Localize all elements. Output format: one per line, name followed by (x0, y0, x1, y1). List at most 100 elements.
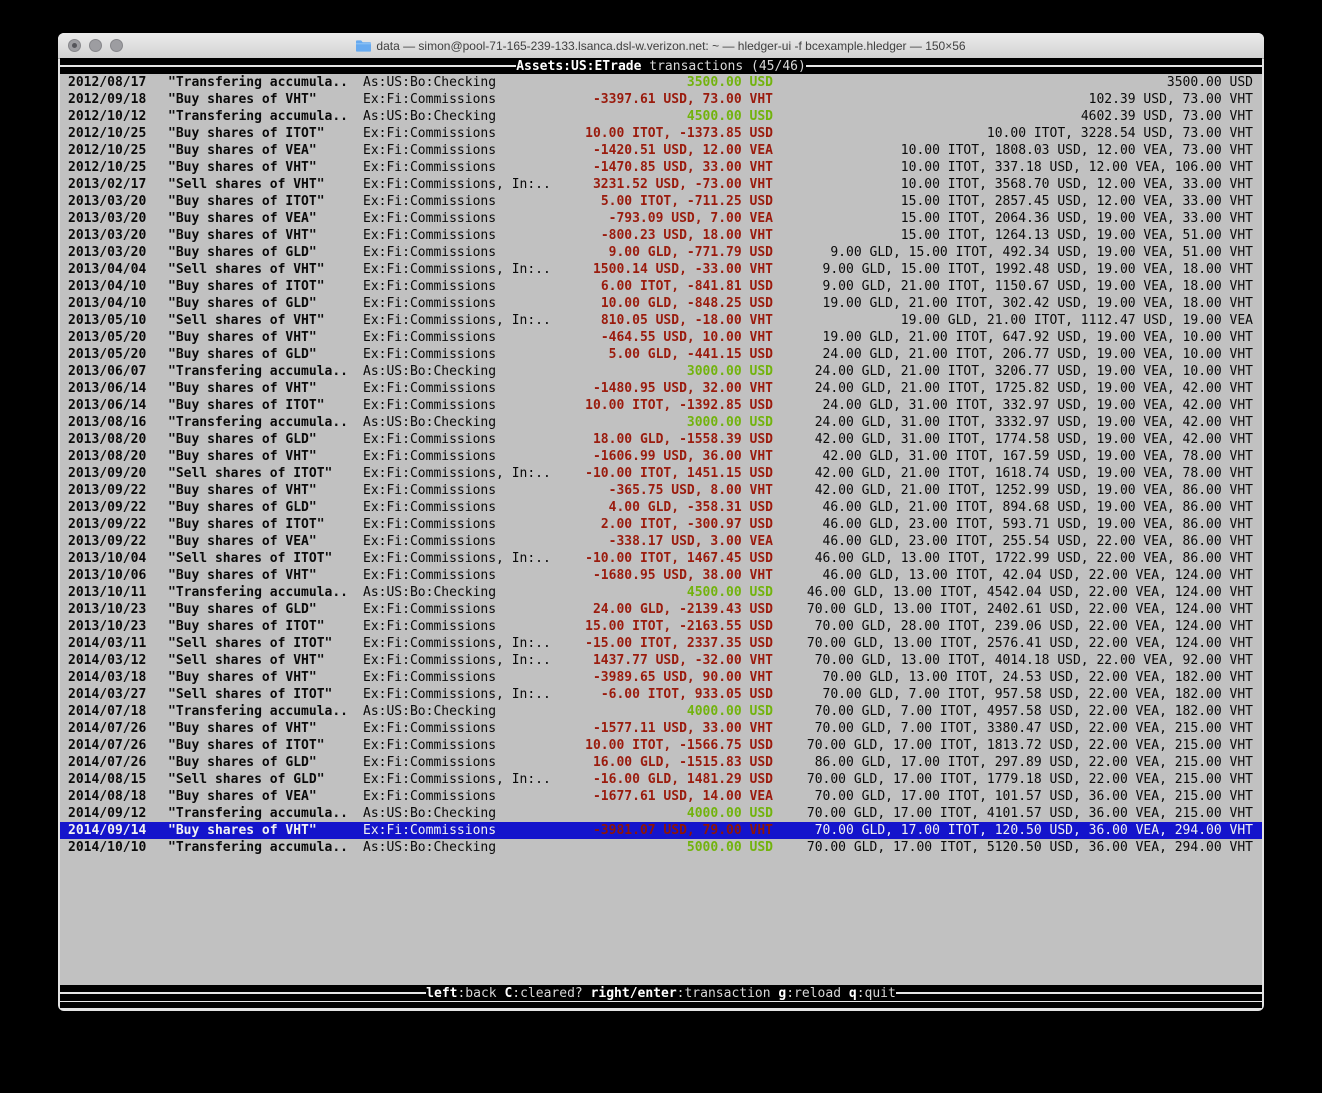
table-row[interactable]: 2013/06/07 "Transfering accumula.. As:US… (60, 363, 1262, 380)
table-row[interactable]: 2013/05/20 "Buy shares of GLD" Ex:Fi:Com… (60, 346, 1262, 363)
transaction-date: 2013/08/16 (68, 415, 147, 430)
transaction-date: 2013/10/23 (68, 602, 147, 617)
table-row[interactable]: 2013/03/20 "Buy shares of ITOT" Ex:Fi:Co… (60, 193, 1262, 210)
transaction-description: "Transfering accumula.. (168, 840, 349, 855)
transaction-accounts: Ex:Fi:Commissions (363, 619, 497, 634)
transaction-description: "Buy shares of VHT" (168, 330, 317, 345)
table-row[interactable]: 2012/10/12 "Transfering accumula.. As:US… (60, 108, 1262, 125)
transaction-accounts: Ex:Fi:Commissions (363, 721, 497, 736)
transaction-amount: 6.00 ITOT, -841.81 USD (600, 279, 773, 294)
transaction-date: 2013/10/06 (68, 568, 147, 583)
zoom-button[interactable] (110, 39, 123, 52)
transaction-balance: 10.00 ITOT, 3568.70 USD, 12.00 VEA, 33.0… (900, 177, 1253, 192)
table-row[interactable]: 2013/03/20 "Buy shares of VHT" Ex:Fi:Com… (60, 227, 1262, 244)
footer-underline (60, 1001, 1262, 1002)
transaction-balance: 70.00 GLD, 17.00 ITOT, 1813.72 USD, 22.0… (806, 738, 1253, 753)
table-row[interactable]: 2014/07/26 "Buy shares of GLD" Ex:Fi:Com… (60, 754, 1262, 771)
transaction-amount: -800.23 USD, 18.00 VHT (600, 228, 773, 243)
window-titlebar[interactable]: data — simon@pool-71-165-239-133.lsanca.… (58, 33, 1264, 59)
table-row[interactable]: 2013/04/10 "Buy shares of GLD" Ex:Fi:Com… (60, 295, 1262, 312)
transaction-amount: -6.00 ITOT, 933.05 USD (600, 687, 773, 702)
table-row[interactable]: 2013/06/14 "Buy shares of VHT" Ex:Fi:Com… (60, 380, 1262, 397)
table-row[interactable]: 2012/08/17 "Transfering accumula.. As:US… (60, 74, 1262, 91)
table-row[interactable]: 2013/10/23 "Buy shares of GLD" Ex:Fi:Com… (60, 601, 1262, 618)
table-row[interactable]: 2014/07/26 "Buy shares of ITOT" Ex:Fi:Co… (60, 737, 1262, 754)
table-row[interactable]: 2014/08/15 "Sell shares of GLD" Ex:Fi:Co… (60, 771, 1262, 788)
transaction-description: "Buy shares of VHT" (168, 721, 317, 736)
transaction-balance: 24.00 GLD, 31.00 ITOT, 332.97 USD, 19.00… (822, 398, 1253, 413)
table-row[interactable]: 2013/05/20 "Buy shares of VHT" Ex:Fi:Com… (60, 329, 1262, 346)
table-row[interactable]: 2013/08/20 "Buy shares of GLD" Ex:Fi:Com… (60, 431, 1262, 448)
key-hints: left:back C:cleared? right/enter:transac… (426, 985, 896, 1002)
transaction-date: 2012/09/18 (68, 92, 147, 107)
table-row[interactable]: 2013/09/22 "Buy shares of VEA" Ex:Fi:Com… (60, 533, 1262, 550)
table-row[interactable]: 2013/09/22 "Buy shares of VHT" Ex:Fi:Com… (60, 482, 1262, 499)
table-row[interactable]: 2014/07/18 "Transfering accumula.. As:US… (60, 703, 1262, 720)
table-row[interactable]: 2013/10/11 "Transfering accumula.. As:US… (60, 584, 1262, 601)
transaction-balance: 9.00 GLD, 15.00 ITOT, 492.34 USD, 19.00 … (830, 245, 1253, 260)
transaction-description: "Sell shares of VHT" (168, 653, 325, 668)
transaction-amount: 4500.00 USD (686, 585, 773, 600)
header-suffix: transactions (45/46) (641, 58, 806, 74)
close-button[interactable] (68, 39, 81, 52)
table-row[interactable]: 2013/04/10 "Buy shares of ITOT" Ex:Fi:Co… (60, 278, 1262, 295)
transaction-accounts: Ex:Fi:Commissions (363, 330, 497, 345)
transaction-balance: 46.00 GLD, 21.00 ITOT, 894.68 USD, 19.00… (822, 500, 1253, 515)
table-row[interactable]: 2014/07/26 "Buy shares of VHT" Ex:Fi:Com… (60, 720, 1262, 737)
transaction-description: "Sell shares of ITOT" (168, 551, 333, 566)
table-row[interactable]: 2014/09/12 "Transfering accumula.. As:US… (60, 805, 1262, 822)
transaction-accounts: Ex:Fi:Commissions (363, 245, 497, 260)
table-row[interactable]: 2013/10/04 "Sell shares of ITOT" Ex:Fi:C… (60, 550, 1262, 567)
table-row[interactable]: 2013/06/14 "Buy shares of ITOT" Ex:Fi:Co… (60, 397, 1262, 414)
table-row[interactable]: 2013/03/20 "Buy shares of GLD" Ex:Fi:Com… (60, 244, 1262, 261)
table-row[interactable]: 2013/09/22 "Buy shares of ITOT" Ex:Fi:Co… (60, 516, 1262, 533)
transaction-balance: 46.00 GLD, 13.00 ITOT, 42.04 USD, 22.00 … (822, 568, 1253, 583)
minimize-button[interactable] (89, 39, 102, 52)
key-hint: g:reload (778, 985, 842, 1001)
transaction-balance: 42.00 GLD, 31.00 ITOT, 167.59 USD, 19.00… (822, 449, 1253, 464)
transaction-description: "Transfering accumula.. (168, 109, 349, 124)
transaction-date: 2012/10/25 (68, 143, 147, 158)
table-row[interactable]: 2013/09/20 "Sell shares of ITOT" Ex:Fi:C… (60, 465, 1262, 482)
transaction-description: "Buy shares of GLD" (168, 347, 317, 362)
transaction-balance: 70.00 GLD, 13.00 ITOT, 4014.18 USD, 22.0… (814, 653, 1253, 668)
transaction-accounts: Ex:Fi:Commissions (363, 602, 497, 617)
transaction-accounts: Ex:Fi:Commissions (363, 279, 497, 294)
transaction-balance: 42.00 GLD, 31.00 ITOT, 1774.58 USD, 19.0… (814, 432, 1253, 447)
table-row[interactable]: 2014/03/18 "Buy shares of VHT" Ex:Fi:Com… (60, 669, 1262, 686)
table-row[interactable]: 2014/08/18 "Buy shares of VEA" Ex:Fi:Com… (60, 788, 1262, 805)
table-row[interactable]: 2013/10/06 "Buy shares of VHT" Ex:Fi:Com… (60, 567, 1262, 584)
table-row[interactable]: 2013/05/10 "Sell shares of VHT" Ex:Fi:Co… (60, 312, 1262, 329)
table-row[interactable]: 2012/10/25 "Buy shares of VEA" Ex:Fi:Com… (60, 142, 1262, 159)
table-row[interactable]: 2014/03/12 "Sell shares of VHT" Ex:Fi:Co… (60, 652, 1262, 669)
transaction-description: "Transfering accumula.. (168, 364, 349, 379)
table-row[interactable]: 2014/03/11 "Sell shares of ITOT" Ex:Fi:C… (60, 635, 1262, 652)
key-hint: right/enter:transaction (590, 985, 771, 1001)
table-row[interactable]: 2013/10/23 "Buy shares of ITOT" Ex:Fi:Co… (60, 618, 1262, 635)
transaction-balance: 70.00 GLD, 7.00 ITOT, 3380.47 USD, 22.00… (814, 721, 1253, 736)
transaction-accounts: Ex:Fi:Commissions (363, 789, 497, 804)
table-row[interactable]: 2014/03/27 "Sell shares of ITOT" Ex:Fi:C… (60, 686, 1262, 703)
table-row[interactable]: 2012/09/18 "Buy shares of VHT" Ex:Fi:Com… (60, 91, 1262, 108)
table-row[interactable]: 2013/08/16 "Transfering accumula.. As:US… (60, 414, 1262, 431)
table-row[interactable]: 2013/02/17 "Sell shares of VHT" Ex:Fi:Co… (60, 176, 1262, 193)
transaction-amount: 18.00 GLD, -1558.39 USD (592, 432, 773, 447)
table-row[interactable]: 2012/10/25 "Buy shares of ITOT" Ex:Fi:Co… (60, 125, 1262, 142)
table-row[interactable]: 2012/10/25 "Buy shares of VHT" Ex:Fi:Com… (60, 159, 1262, 176)
table-row[interactable]: 2014/10/10 "Transfering accumula.. As:US… (60, 839, 1262, 856)
window-title-text: data — simon@pool-71-165-239-133.lsanca.… (376, 38, 966, 53)
transaction-amount: -10.00 ITOT, 1451.15 USD (585, 466, 773, 481)
transaction-accounts: Ex:Fi:Commissions (363, 670, 497, 685)
transaction-amount: 3500.00 USD (686, 75, 773, 90)
table-row[interactable]: 2013/03/20 "Buy shares of VEA" Ex:Fi:Com… (60, 210, 1262, 227)
transaction-accounts: Ex:Fi:Commissions (363, 126, 497, 141)
table-row[interactable]: 2014/09/14 "Buy shares of VHT" Ex:Fi:Com… (60, 822, 1262, 839)
table-row[interactable]: 2013/08/20 "Buy shares of VHT" Ex:Fi:Com… (60, 448, 1262, 465)
transaction-list[interactable]: 2012/08/17 "Transfering accumula.. As:US… (60, 74, 1262, 985)
table-row[interactable]: 2013/04/04 "Sell shares of VHT" Ex:Fi:Co… (60, 261, 1262, 278)
transaction-amount: 4000.00 USD (686, 704, 773, 719)
transaction-amount: 15.00 ITOT, -2163.55 USD (585, 619, 773, 634)
transaction-balance: 42.00 GLD, 21.00 ITOT, 1618.74 USD, 19.0… (814, 466, 1253, 481)
table-row[interactable]: 2013/09/22 "Buy shares of GLD" Ex:Fi:Com… (60, 499, 1262, 516)
window-controls (68, 33, 123, 58)
